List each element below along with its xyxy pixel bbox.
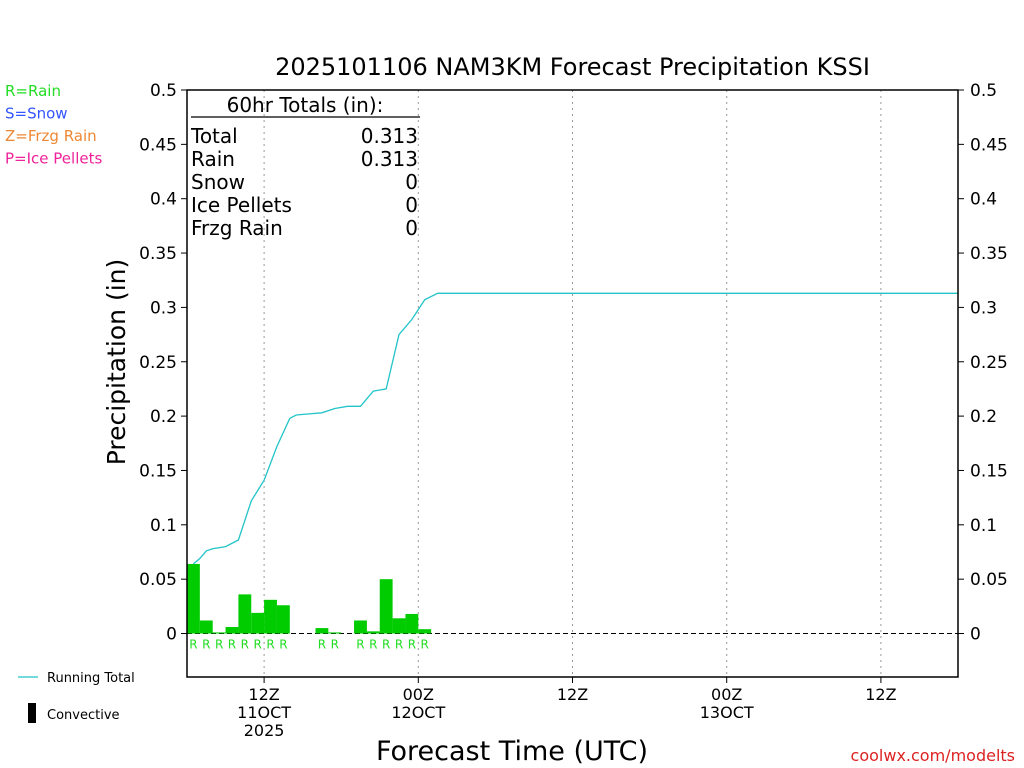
bar-hour-12 [328,632,342,634]
y-tick-label-left-0: 0 [166,625,177,645]
totals-value-1: 0.313 [361,147,418,171]
ptype-label-hour-5: R [241,638,249,652]
gridlines [187,90,958,677]
bar-hour-2 [199,620,213,634]
x-tick-label-0-line-0: 12Z [248,685,279,704]
ptype-label-hour-3: R [215,638,223,652]
totals-label-4: Frzg Rain [191,216,283,240]
bar-hour-15 [366,631,380,634]
ptype-label-hour-2: R [202,638,210,652]
x-tick-label-0-line-2: 2025 [244,721,285,740]
y-tick-label-right-8: 0.4 [970,190,997,210]
y-tick-label-right-2: 0.1 [970,516,997,536]
y-tick-label-right-0: 0 [970,625,981,645]
bar-hour-11 [315,628,329,634]
totals-label-0: Total [190,124,238,148]
bar-hour-6 [251,612,265,634]
totals-label-1: Rain [191,147,235,171]
x-tick-label-3-line-0: 00Z [711,685,742,704]
totals-label-3: Ice Pellets [191,193,292,217]
x-tick-label-4-line-0: 12Z [865,685,896,704]
axes [18,89,964,723]
y-tick-label-right-1: 0.05 [970,570,1008,590]
y-tick-label-right-9: 0.45 [970,135,1008,155]
ptype-label-hour-7: R [266,638,274,652]
bar-hour-7 [264,599,277,634]
bar-hour-1 [187,563,200,634]
chart-title: 2025101106 NAM3KM Forecast Precipitation… [275,53,870,81]
ptype-key-0: R=Rain [5,82,61,100]
x-tick-label-1-line-0: 00Z [403,685,434,704]
y-tick-label-left-7: 0.35 [139,244,177,264]
ptype-label-hour-6: R [254,638,262,652]
x-axis-label: Forecast Time (UTC) [376,736,648,767]
ptype-key-1: S=Snow [5,105,68,123]
y-tick-label-left-2: 0.1 [150,516,177,536]
y-tick-label-left-1: 0.05 [139,570,177,590]
ptype-key-3: P=Ice Pellets [5,150,102,168]
x-tick-label-0-line-1: 11OCT [237,703,291,722]
ptype-label-hour-16: R [382,638,390,652]
totals-label-2: Snow [191,170,245,194]
bar-hour-5 [238,594,252,634]
y-tick-label-right-10: 0.5 [970,81,997,101]
bar-hour-19 [418,629,432,634]
ptype-label-hour-19: R [421,638,429,652]
ptype-key-2: Z=Frzg Rain [5,127,97,145]
y-tick-label-left-5: 0.25 [139,353,177,373]
totals-header: 60hr Totals (in): [227,93,384,117]
legend-running-total-label: Running Total [47,671,135,686]
ptype-label-hour-18: R [408,638,416,652]
totals-value-3: 0 [405,193,418,217]
ptype-label-hour-8: R [279,638,287,652]
bar-hour-14 [354,620,367,634]
y-axis-label: Precipitation (in) [102,259,131,466]
bar-hour-17 [392,618,406,634]
legend-convective-label: Convective [47,708,120,723]
y-tick-label-right-4: 0.2 [970,407,997,427]
y-tick-label-right-3: 0.15 [970,461,1008,481]
credit-text: coolwx.com/modelts [851,746,1015,765]
ptype-label-hour-17: R [395,638,403,652]
y-tick-label-right-6: 0.3 [970,298,997,318]
running-total-line-group [192,292,958,565]
ptype-label-hour-1: R [189,638,197,652]
bar-hour-4 [225,626,239,634]
x-tick-label-2-line-0: 12Z [557,685,588,704]
x-tick-label-3-line-1: 13OCT [700,703,754,722]
y-tick-label-left-6: 0.3 [150,298,177,318]
totals-value-4: 0 [405,216,418,240]
y-tick-label-left-10: 0.5 [150,81,177,101]
chart-text: R R R R R R R R R R R R R R R R0 00.05 0.050.1 0.10.15 0.15… [5,53,1015,767]
running-total-line [192,292,958,565]
y-tick-label-right-5: 0.25 [970,353,1008,373]
convective-bars [187,563,432,634]
x-tick-label-1-line-1: 12OCT [391,703,445,722]
y-tick-label-left-3: 0.15 [139,461,177,481]
totals-value-0: 0.313 [361,124,418,148]
ptype-label-hour-11: R [318,638,326,652]
legend-convective-swatch [28,703,36,723]
bar-hour-3 [212,632,226,634]
bar-hour-16 [379,579,393,634]
ptype-label-hour-4: R [228,638,236,652]
ptype-label-hour-14: R [356,638,364,652]
y-tick-label-left-4: 0.2 [150,407,177,427]
ptype-label-hour-12: R [331,638,339,652]
y-tick-label-left-9: 0.45 [139,135,177,155]
y-tick-label-left-8: 0.4 [150,190,177,210]
ptype-label-hour-15: R [369,638,377,652]
y-tick-label-right-7: 0.35 [970,244,1008,264]
bar-hour-18 [405,613,419,634]
bar-hour-8 [276,605,290,634]
totals-value-2: 0 [405,170,418,194]
